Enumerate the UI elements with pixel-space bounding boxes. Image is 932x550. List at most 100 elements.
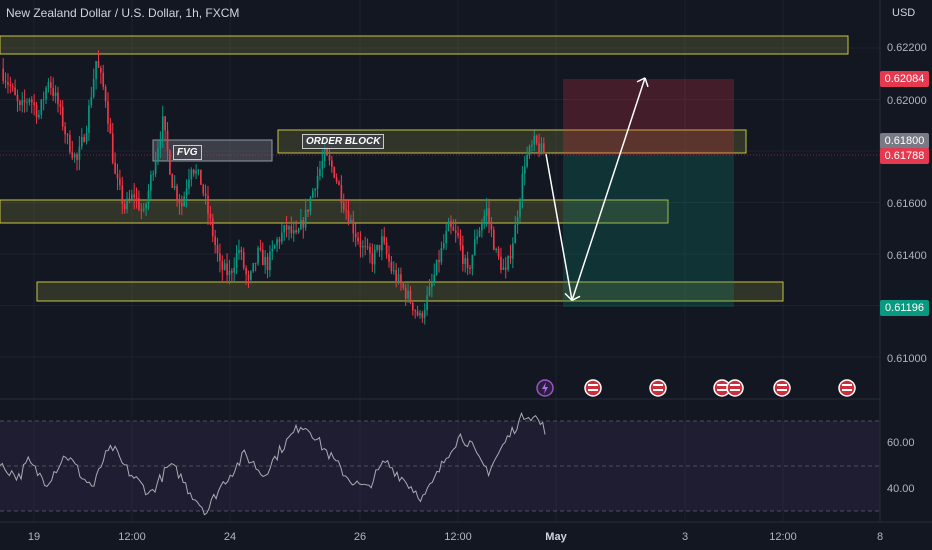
x-tick-label: 19 [27,531,41,543]
candle-body [111,133,114,163]
candle-body [409,290,412,303]
candle-body [69,134,71,153]
us-flag-event-icon [726,379,744,397]
candle-body [250,271,252,280]
candle-body [488,208,490,222]
candle-body [519,201,521,218]
candle-body [428,286,431,296]
candle-body [119,178,121,186]
candle-body [35,105,38,118]
flag-stripe [588,389,598,391]
candle-body [204,193,207,196]
candle-body [333,167,336,178]
projection-line [545,153,573,301]
candle-body [411,302,414,311]
candle-body [283,225,286,233]
candle-body [254,262,257,264]
candle-body [145,203,147,209]
candle-body [426,295,428,311]
candle-body [57,92,59,105]
candle-body [395,270,397,281]
candle-body [345,209,347,211]
candle-body [423,310,426,318]
candle-body [459,235,462,246]
candle-body [535,135,538,144]
candle-body [507,256,509,270]
projection-line [636,77,646,83]
lightning-icon [542,382,548,394]
candle-body [309,197,312,212]
candle-body [221,260,224,270]
support-resistance-zones [0,35,849,302]
candle-body [402,283,405,288]
candle-body [469,267,471,269]
candle-body [276,239,278,246]
candle-body [95,61,97,79]
candle-body [347,210,350,223]
candle-body [278,239,281,242]
x-tick-label: 12:00 [769,531,797,543]
candle-body [92,78,95,98]
candle-body [292,230,295,234]
candle-body [392,270,395,272]
candle-body [133,194,136,198]
candle-body [290,226,293,234]
candles [2,50,545,325]
economic-events[interactable] [536,379,856,397]
candle-body [161,116,164,141]
candle-body [366,246,369,248]
candle-body [307,209,309,212]
candle-body [481,223,483,231]
candle-body [364,246,367,248]
candle-body [209,213,212,219]
candle-body [9,84,12,86]
candle-body [173,186,176,188]
candle-body [38,114,40,118]
candle-body [445,231,447,244]
candle-body [83,136,85,142]
candle-body [2,68,5,81]
candle-body [11,85,14,88]
candle-body [71,152,74,158]
position-tool[interactable] [563,79,734,307]
candle-body [97,61,100,68]
candle-body [381,236,383,251]
candle-body [114,162,116,174]
x-tick-label: 12:00 [118,531,146,543]
candle-body [228,270,231,276]
candle-body [454,230,457,233]
candle-body [216,245,219,254]
candle-body [40,99,43,115]
candle-body [42,99,45,101]
candle-body [354,233,357,238]
candle-body [431,282,433,287]
candle-body [476,236,478,240]
candle-body [157,148,159,161]
currency-label[interactable]: USD [892,7,916,19]
candle-body [223,263,226,270]
candle-body [211,218,214,237]
candle-body [135,197,138,199]
x-tick-label-month: May [545,531,567,543]
x-tick-label: 26 [353,531,367,543]
candle-body [452,227,455,231]
candle-body [271,248,274,252]
flag-stripe [717,384,727,386]
candle-body [450,221,452,228]
candle-body [107,101,109,124]
candle-body [321,160,324,169]
rsi-band [0,421,880,511]
candle-body [150,174,152,191]
candle-body [388,254,390,262]
candle-body [266,256,269,271]
candle-body [226,263,228,276]
candle-body [285,225,288,230]
candle-body [473,239,476,256]
candle-body [335,177,338,182]
x-tick-label: 24 [223,531,237,543]
candle-body [64,126,66,135]
projection-line [564,292,573,301]
candle-body [180,203,183,207]
candle-body [314,188,317,191]
